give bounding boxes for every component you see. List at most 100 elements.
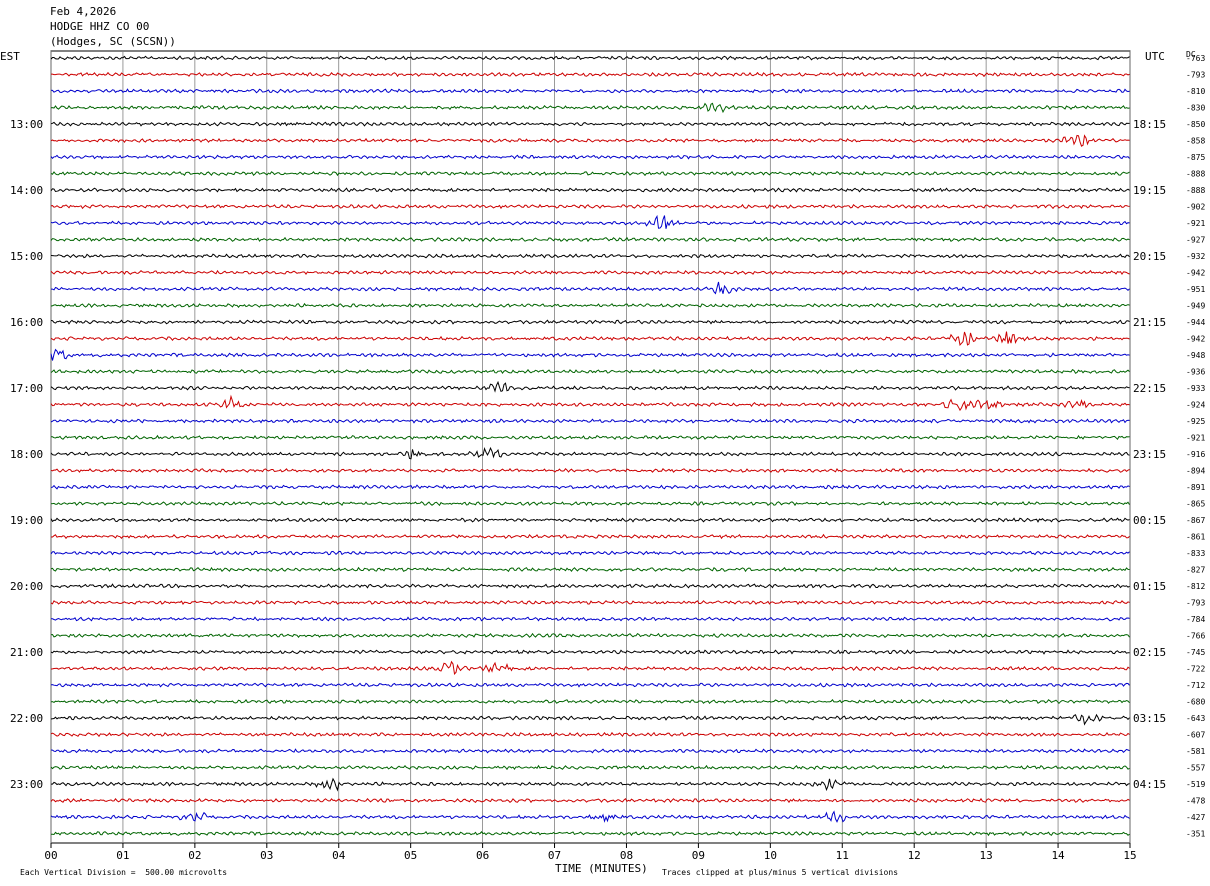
- trace-line: [50, 170, 1130, 177]
- dc-offset-label: -865: [1186, 500, 1205, 509]
- right-hour-label: 04:15: [1133, 778, 1166, 791]
- right-hour-label: 22:15: [1133, 382, 1166, 395]
- trace-line: [50, 649, 1130, 655]
- dc-offset-label: -680: [1186, 698, 1205, 707]
- x-tick-label: 15: [1123, 849, 1136, 862]
- left-hour-label: 17:00: [10, 382, 43, 395]
- dc-offset-label: -784: [1186, 615, 1205, 624]
- dc-offset-label: -712: [1186, 681, 1205, 690]
- trace-line: [50, 797, 1130, 804]
- trace-line: [50, 600, 1130, 606]
- right-hour-label: 03:15: [1133, 712, 1166, 725]
- dc-offset-label: -643: [1186, 714, 1205, 723]
- trace-line: [50, 830, 1130, 837]
- right-hour-label: 23:15: [1133, 448, 1166, 461]
- x-tick-label: 12: [908, 849, 921, 862]
- dc-offset-label: -891: [1186, 483, 1205, 492]
- trace-line: [50, 484, 1130, 490]
- trace-line: [50, 214, 1130, 229]
- trace-line: [50, 517, 1130, 523]
- trace-line: [50, 302, 1130, 309]
- utc-zone-label: UTC: [1145, 50, 1165, 63]
- x-tick-label: 13: [980, 849, 993, 862]
- est-zone-label: EST: [0, 50, 20, 63]
- dc-offset-label: -519: [1186, 780, 1205, 789]
- dc-label: DC: [1186, 50, 1196, 59]
- x-tick-label: 08: [620, 849, 633, 862]
- trace-line: [50, 810, 1130, 823]
- chart-date: Feb 4,2026: [50, 5, 117, 18]
- dc-offset-label: -766: [1186, 632, 1205, 641]
- trace-line: [50, 467, 1130, 473]
- dc-offset-label: -942: [1186, 269, 1205, 278]
- dc-offset-label: -927: [1186, 236, 1205, 245]
- x-tick-label: 09: [692, 849, 705, 862]
- chart-location: (Hodges, SC (SCSN)): [50, 35, 176, 48]
- dc-offset-label: -793: [1186, 71, 1205, 80]
- dc-offset-label: -936: [1186, 368, 1205, 377]
- trace-line: [51, 281, 1130, 295]
- trace-line: [50, 121, 1130, 127]
- trace-line: [50, 88, 1130, 94]
- dc-offset-label: -793: [1186, 599, 1205, 608]
- left-hour-label: 14:00: [10, 184, 43, 197]
- dc-offset-label: -607: [1186, 731, 1205, 740]
- left-hour-label: 15:00: [10, 250, 43, 263]
- left-hour-label: 19:00: [10, 514, 43, 527]
- left-hour-label: 16:00: [10, 316, 43, 329]
- dc-offset-label: -858: [1186, 137, 1205, 146]
- left-hour-label: 22:00: [10, 712, 43, 725]
- trace-line: [50, 764, 1130, 771]
- dc-offset-label: -924: [1186, 401, 1205, 410]
- trace-line: [50, 348, 1130, 361]
- plot-frame: [50, 50, 1131, 844]
- dc-offset-label: -944: [1186, 318, 1205, 327]
- right-hour-label: 19:15: [1133, 184, 1166, 197]
- right-hour-label: 18:15: [1133, 118, 1166, 131]
- dc-offset-label: -921: [1186, 219, 1205, 228]
- dc-offset-label: -763: [1186, 54, 1205, 63]
- right-hour-label: 20:15: [1133, 250, 1166, 263]
- dc-offset-label: -942: [1186, 335, 1205, 344]
- x-tick-label: 00: [44, 849, 57, 862]
- x-tick-label: 07: [548, 849, 561, 862]
- dc-offset-label: -351: [1186, 830, 1205, 839]
- trace-line: [50, 380, 1130, 393]
- dc-offset-label: -427: [1186, 813, 1205, 822]
- dc-offset-label: -557: [1186, 764, 1205, 773]
- dc-offset-label: -478: [1186, 797, 1205, 806]
- dc-offset-label: -833: [1186, 549, 1205, 558]
- axis-labels: 00 01 02 03 04 05 06 07 08 09 10 11 12 13 14 15 -763 -793…: [10, 54, 1205, 862]
- trace-group: [50, 55, 1130, 837]
- trace-line: [50, 236, 1130, 243]
- trace-line: [51, 533, 1130, 540]
- x-tick-label: 06: [476, 849, 489, 862]
- dc-offset-label: -916: [1186, 450, 1205, 459]
- trace-line: [50, 682, 1130, 688]
- dc-offset-label: -745: [1186, 648, 1205, 657]
- dc-offset-label: -933: [1186, 384, 1205, 393]
- dc-offset-label: -830: [1186, 104, 1205, 113]
- trace-line: [50, 418, 1130, 424]
- left-hour-label: 20:00: [10, 580, 43, 593]
- dc-offset-label: -722: [1186, 665, 1205, 674]
- dc-offset-label: -810: [1186, 87, 1205, 96]
- right-hour-label: 01:15: [1133, 580, 1166, 593]
- x-tick-label: 01: [116, 849, 129, 862]
- dc-offset-label: -925: [1186, 417, 1205, 426]
- trace-line: [50, 331, 1130, 346]
- scale-note: Each Vertical Division = 500.00 microvol…: [20, 868, 228, 877]
- dc-offset-label: -902: [1186, 203, 1205, 212]
- trace-line: [50, 446, 1130, 460]
- trace-line: [50, 319, 1130, 325]
- trace-line: [50, 632, 1130, 639]
- x-tick-label: 10: [764, 849, 777, 862]
- trace-line: [50, 731, 1130, 738]
- left-hour-label: 18:00: [10, 448, 43, 461]
- trace-line: [51, 71, 1130, 78]
- left-hour-label: 23:00: [10, 778, 43, 791]
- x-tick-label: 11: [836, 849, 849, 862]
- dc-offset-label: -875: [1186, 153, 1205, 162]
- dc-offset-label: -850: [1186, 120, 1205, 129]
